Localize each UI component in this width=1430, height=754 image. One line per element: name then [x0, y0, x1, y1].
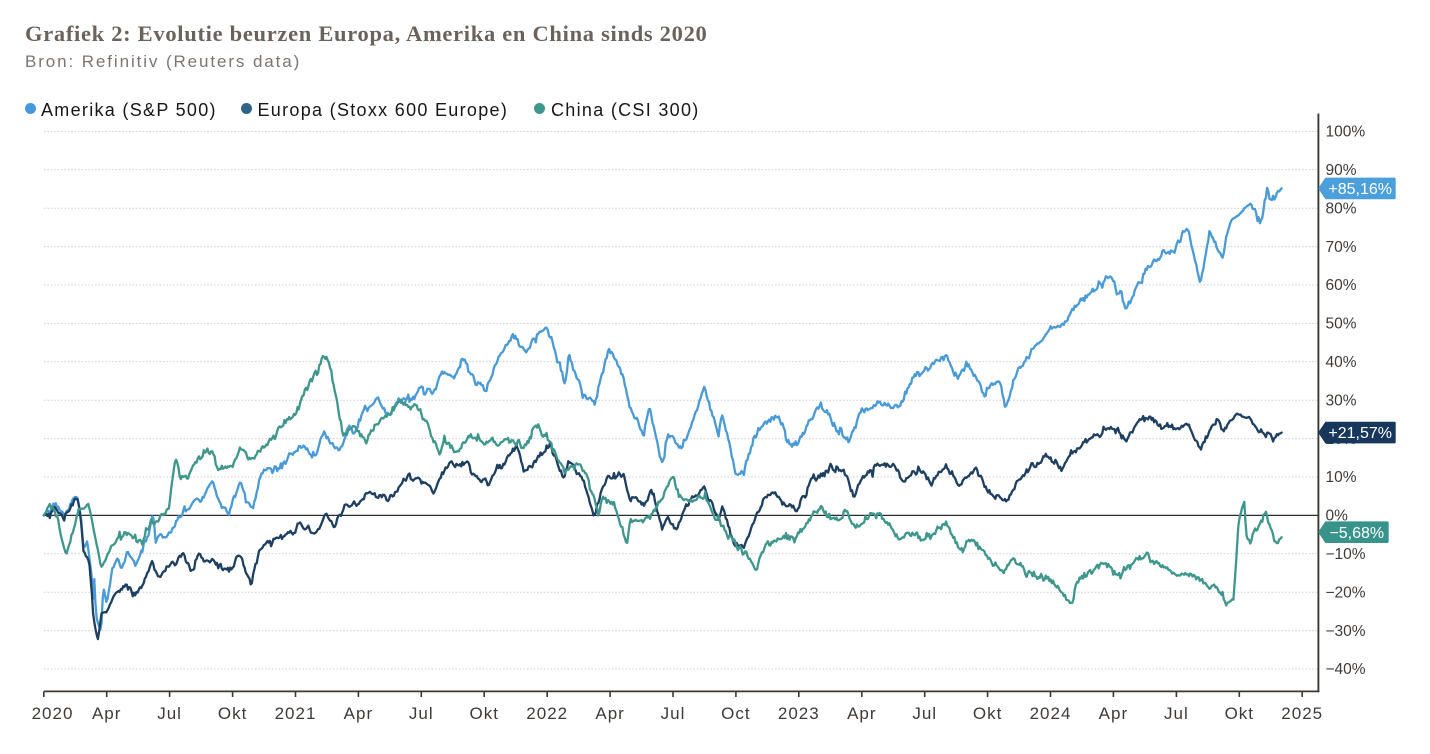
svg-text:40%: 40% [1326, 354, 1357, 371]
svg-text:Okt: Okt [973, 704, 1002, 723]
svg-text:−10%: −10% [1326, 546, 1366, 563]
svg-text:−5,68%: −5,68% [1329, 525, 1384, 542]
svg-text:2023: 2023 [778, 704, 820, 723]
svg-text:100%: 100% [1326, 124, 1366, 141]
svg-text:Apr: Apr [595, 704, 624, 723]
svg-text:50%: 50% [1326, 316, 1357, 333]
svg-text:Apr: Apr [344, 704, 373, 723]
svg-text:Okt: Okt [218, 704, 247, 723]
svg-text:Okt: Okt [1225, 704, 1254, 723]
svg-text:10%: 10% [1326, 469, 1357, 486]
svg-text:−30%: −30% [1326, 623, 1366, 640]
svg-text:−20%: −20% [1326, 584, 1366, 601]
svg-text:90%: 90% [1326, 162, 1357, 179]
svg-text:2021: 2021 [275, 704, 317, 723]
svg-text:+21,57%: +21,57% [1328, 425, 1392, 442]
svg-text:Jul: Jul [661, 704, 686, 723]
svg-text:Apr: Apr [847, 704, 876, 723]
svg-text:−40%: −40% [1326, 661, 1366, 678]
svg-text:2024: 2024 [1030, 704, 1072, 723]
svg-text:80%: 80% [1326, 200, 1357, 217]
svg-text:Apr: Apr [1099, 704, 1128, 723]
svg-text:0%: 0% [1326, 508, 1349, 525]
svg-text:60%: 60% [1326, 277, 1357, 294]
svg-text:Jul: Jul [1164, 704, 1189, 723]
svg-text:Jul: Jul [157, 704, 182, 723]
svg-text:Jul: Jul [409, 704, 434, 723]
svg-text:30%: 30% [1326, 392, 1357, 409]
svg-text:2022: 2022 [526, 704, 568, 723]
svg-text:Jul: Jul [912, 704, 937, 723]
svg-text:Apr: Apr [92, 704, 121, 723]
svg-text:70%: 70% [1326, 239, 1357, 256]
svg-text:Oct: Oct [721, 704, 750, 723]
svg-text:2025: 2025 [1281, 704, 1323, 723]
svg-text:Okt: Okt [469, 704, 498, 723]
svg-text:2020: 2020 [32, 704, 74, 723]
svg-text:+85,16%: +85,16% [1328, 181, 1392, 198]
